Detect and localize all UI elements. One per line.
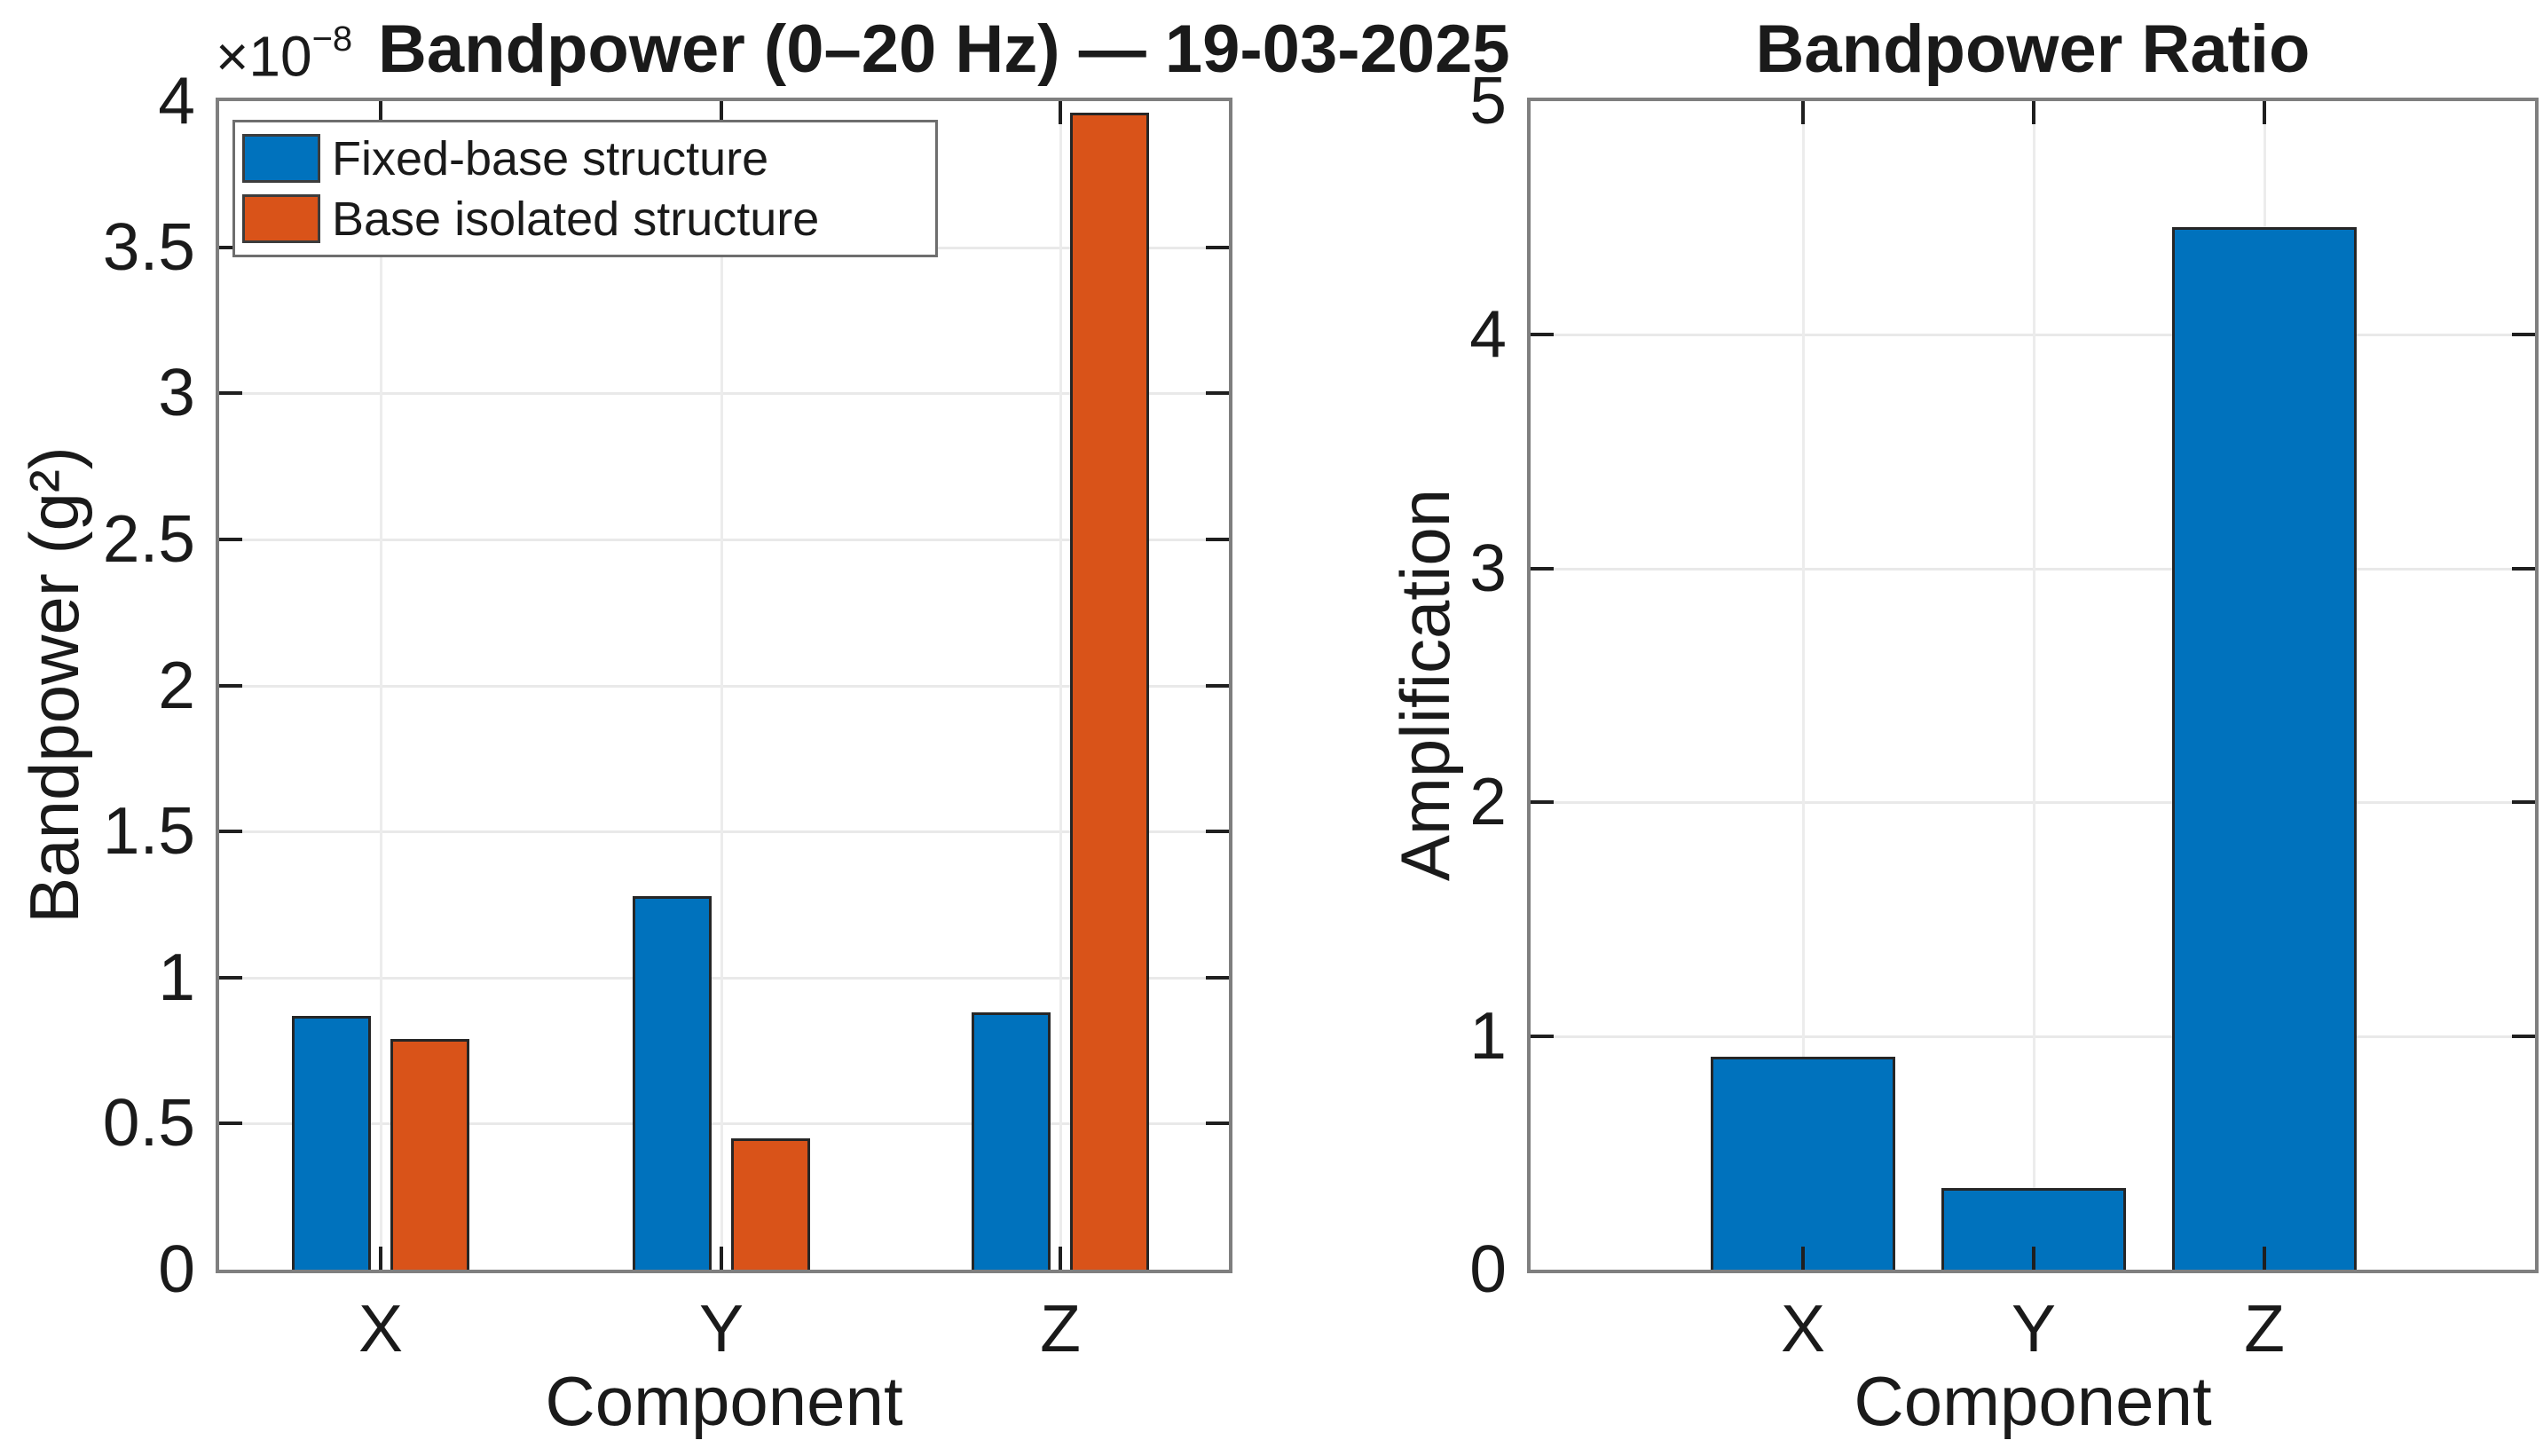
x-tick-mark bbox=[720, 1247, 723, 1270]
bar-series0-Z bbox=[972, 1012, 1051, 1270]
y-tick-mark bbox=[1206, 683, 1229, 688]
y-axis-tick-label: 3 bbox=[158, 355, 195, 430]
x-axis-tick-label: Y bbox=[698, 1291, 744, 1365]
gridline-horizontal bbox=[219, 830, 1229, 834]
legend-swatch-orange bbox=[242, 194, 320, 243]
y-axis-tick-label: 3.5 bbox=[102, 209, 195, 284]
y-tick-mark bbox=[2512, 800, 2535, 805]
bar-series0-Y bbox=[633, 896, 712, 1270]
y-axis-tick-label: 2 bbox=[158, 647, 195, 722]
right-x-axis-label: Component bbox=[1854, 1362, 2212, 1440]
x-tick-mark bbox=[379, 1247, 382, 1270]
x-tick-mark bbox=[1801, 101, 1805, 124]
x-axis-tick-label: Z bbox=[2244, 1291, 2285, 1365]
legend-label-fixed-base: Fixed-base structure bbox=[332, 131, 769, 185]
left-chart-title: Bandpower (0–20 Hz) — 19-03-2025 bbox=[378, 12, 1510, 87]
x-tick-mark bbox=[720, 101, 723, 124]
y-axis-tick-label: 0.5 bbox=[102, 1085, 195, 1161]
legend-item-fixed-base: Fixed-base structure bbox=[242, 134, 935, 183]
y-axis-tick-label: 1 bbox=[158, 939, 195, 1014]
x-axis-tick-label: Y bbox=[2011, 1291, 2057, 1365]
gridline-vertical bbox=[380, 101, 382, 1270]
gridline-horizontal bbox=[219, 976, 1229, 980]
y-axis-tick-label: 5 bbox=[1469, 63, 1507, 138]
y-axis-tick-label: 4 bbox=[1469, 296, 1507, 372]
x-tick-mark bbox=[2263, 101, 2266, 124]
y-tick-mark bbox=[219, 245, 242, 249]
gridline-vertical bbox=[1059, 101, 1062, 1270]
y-axis-tick-label: 3 bbox=[1469, 530, 1507, 605]
x-tick-mark bbox=[2032, 1247, 2035, 1270]
gridline-vertical bbox=[1802, 101, 1805, 1270]
gridline-horizontal bbox=[219, 392, 1229, 396]
y-tick-mark bbox=[219, 683, 242, 688]
y-tick-mark bbox=[1531, 566, 1554, 571]
gridline-vertical bbox=[2033, 101, 2035, 1270]
exponent-power: −8 bbox=[311, 20, 353, 59]
right-chart-title: Bandpower Ratio bbox=[1755, 12, 2311, 87]
legend-swatch-blue bbox=[242, 134, 320, 183]
y-tick-mark bbox=[1206, 245, 1229, 249]
y-tick-mark bbox=[219, 975, 242, 980]
x-axis-tick-label: X bbox=[1780, 1291, 1826, 1365]
y-axis-exponent-label: ×10−8 bbox=[216, 21, 352, 84]
y-tick-mark bbox=[1531, 1034, 1554, 1038]
bar-series1-X bbox=[390, 1039, 469, 1270]
gridline-horizontal bbox=[219, 1122, 1229, 1126]
gridline-horizontal bbox=[219, 684, 1229, 688]
y-tick-mark bbox=[2512, 566, 2535, 571]
x-tick-mark bbox=[1059, 1247, 1062, 1270]
y-tick-mark bbox=[1206, 1122, 1229, 1126]
y-axis-tick-label: 4 bbox=[158, 63, 195, 138]
bar-series1-Z bbox=[1070, 113, 1149, 1270]
y-axis-tick-label: 1.5 bbox=[102, 793, 195, 869]
y-tick-mark bbox=[1206, 830, 1229, 834]
y-tick-mark bbox=[219, 537, 242, 541]
x-tick-mark bbox=[2263, 1247, 2266, 1270]
y-axis-tick-label: 0 bbox=[158, 1232, 195, 1306]
x-tick-mark bbox=[1801, 1247, 1805, 1270]
bar-series0-Z bbox=[2172, 227, 2357, 1270]
x-tick-mark bbox=[379, 101, 382, 124]
legend-box: Fixed-base structure Base isolated struc… bbox=[232, 120, 938, 257]
x-tick-mark bbox=[1059, 101, 1062, 124]
left-x-axis-label: Component bbox=[545, 1362, 903, 1440]
y-tick-mark bbox=[1206, 975, 1229, 980]
y-tick-mark bbox=[1531, 800, 1554, 805]
right-axes-plot-area bbox=[1527, 98, 2539, 1273]
legend-item-base-isolated: Base isolated structure bbox=[242, 194, 935, 243]
bar-series0-X bbox=[292, 1016, 371, 1270]
y-axis-tick-label: 2.5 bbox=[102, 500, 195, 576]
bar-series0-X bbox=[1711, 1057, 1895, 1270]
gridline-horizontal bbox=[219, 538, 1229, 541]
legend-label-base-isolated: Base isolated structure bbox=[332, 192, 820, 246]
y-tick-mark bbox=[219, 391, 242, 396]
y-tick-mark bbox=[1531, 333, 1554, 337]
x-axis-tick-label: X bbox=[358, 1291, 404, 1365]
y-tick-mark bbox=[2512, 333, 2535, 337]
exponent-base: ×10 bbox=[216, 24, 312, 89]
y-axis-tick-label: 1 bbox=[1469, 997, 1507, 1073]
y-tick-mark bbox=[1206, 537, 1229, 541]
y-axis-tick-label: 2 bbox=[1469, 764, 1507, 839]
y-tick-mark bbox=[1206, 391, 1229, 396]
y-tick-mark bbox=[2512, 1034, 2535, 1038]
y-axis-tick-label: 0 bbox=[1469, 1232, 1507, 1306]
bar-series1-Y bbox=[731, 1138, 810, 1270]
y-tick-mark bbox=[219, 830, 242, 834]
x-tick-mark bbox=[2032, 101, 2035, 124]
gridline-vertical bbox=[720, 101, 723, 1270]
x-axis-tick-label: Z bbox=[1040, 1291, 1081, 1365]
y-tick-mark bbox=[219, 1122, 242, 1126]
left-axes-plot-area bbox=[216, 98, 1232, 1273]
